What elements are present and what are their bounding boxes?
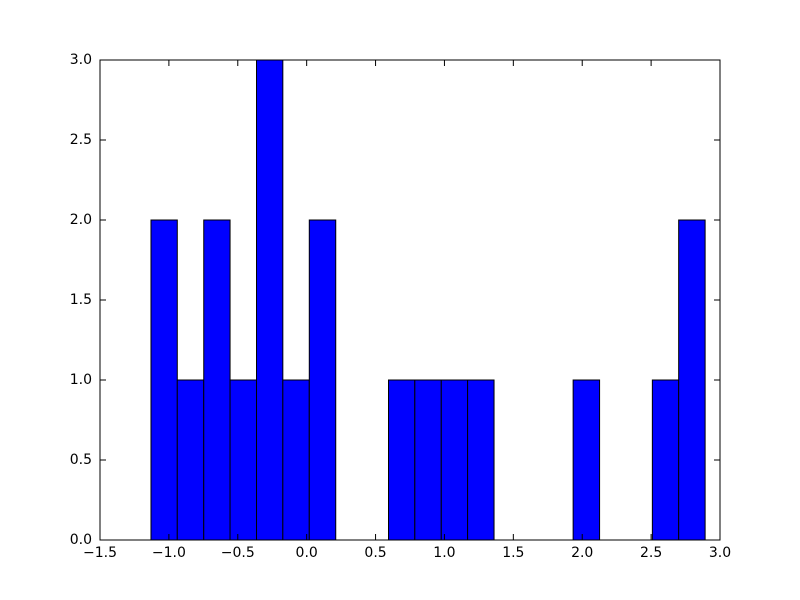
- y-tick-label: 0.0: [70, 532, 92, 548]
- bar: [176, 379, 205, 541]
- bar: [308, 219, 337, 541]
- bar: [467, 379, 495, 541]
- x-tick-label: 1.5: [502, 545, 524, 561]
- y-tick-label: 0.5: [70, 452, 92, 468]
- bar: [572, 379, 601, 541]
- x-tick-label: 1.0: [433, 545, 455, 561]
- y-tick-label: 1.0: [70, 372, 92, 388]
- x-tick-label: 2.0: [571, 545, 593, 561]
- x-tick-label: 0.5: [364, 545, 386, 561]
- bar: [256, 59, 284, 541]
- bar: [651, 379, 680, 541]
- x-tick-label: −0.5: [221, 545, 255, 561]
- bar: [203, 219, 231, 541]
- y-tick-label: 2.5: [70, 132, 92, 148]
- bar: [414, 379, 442, 541]
- bar: [282, 379, 310, 541]
- x-tick-label: −1.0: [152, 545, 186, 561]
- bar: [388, 379, 416, 541]
- y-tick-label: 3.0: [70, 52, 92, 68]
- bar: [678, 219, 706, 541]
- y-tick-label: 1.5: [70, 292, 92, 308]
- x-tick-label: 2.5: [640, 545, 662, 561]
- bar: [440, 379, 469, 541]
- x-tick-label: 0.0: [296, 545, 318, 561]
- bar: [229, 379, 258, 541]
- y-tick-label: 2.0: [70, 212, 92, 228]
- x-tick-label: −1.5: [83, 545, 117, 561]
- x-tick-label: 3.0: [709, 545, 731, 561]
- bar: [150, 219, 178, 541]
